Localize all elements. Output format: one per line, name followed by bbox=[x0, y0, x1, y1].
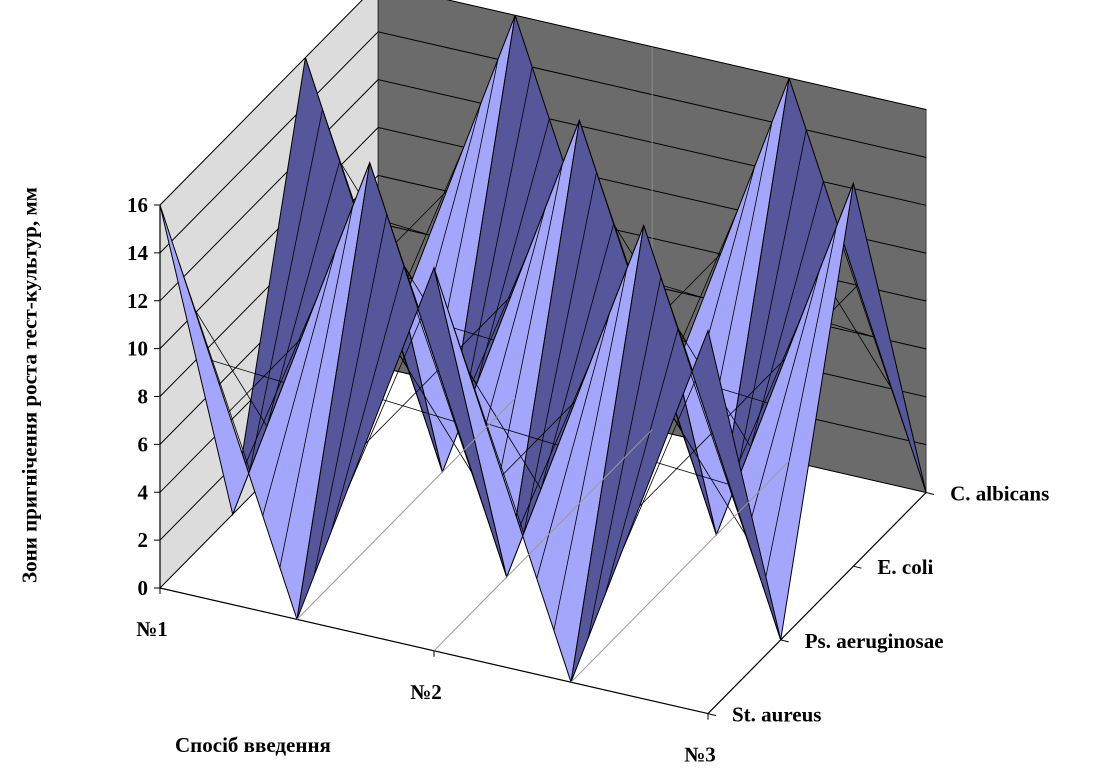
x-axis-title: Спосіб введення bbox=[175, 733, 331, 757]
contour-line bbox=[211, 360, 285, 383]
contour-line bbox=[622, 380, 696, 551]
tick-labels: 0 2 4 6 8 10 12 14 16 №1 №2 №3 St. aureus Ps. aerugin… bbox=[127, 193, 1049, 767]
z-tick-label: 0 bbox=[138, 576, 149, 600]
contour-line bbox=[728, 314, 803, 485]
gridline bbox=[159, 31, 927, 254]
contour-line bbox=[476, 118, 550, 385]
contour-line bbox=[245, 294, 319, 465]
contour-line bbox=[193, 308, 268, 427]
floor-gridline bbox=[296, 397, 516, 620]
series-label: E. coli bbox=[877, 555, 933, 579]
depth-tick bbox=[853, 565, 862, 569]
series-label: St. aureus bbox=[732, 703, 821, 727]
surface-plot bbox=[159, 15, 927, 683]
z-tick-label: 4 bbox=[138, 480, 149, 504]
z-tick-label: 14 bbox=[127, 241, 149, 265]
contour-line bbox=[249, 109, 323, 471]
contour-line bbox=[266, 161, 341, 427]
y-axis-title: Зони пригнічення роста тест-культур, мм bbox=[17, 187, 42, 583]
contour-line bbox=[604, 328, 679, 595]
depth-tick bbox=[707, 713, 717, 717]
z-tick-label: 6 bbox=[138, 432, 149, 456]
contour-line bbox=[656, 462, 730, 485]
z-tick-label: 2 bbox=[138, 528, 149, 552]
contour-line bbox=[262, 250, 336, 516]
contour-line bbox=[502, 401, 576, 476]
floor-gridline bbox=[570, 460, 790, 683]
x-tick-label: №2 bbox=[410, 680, 442, 704]
z-tick-label: 8 bbox=[138, 385, 149, 409]
contour-line bbox=[485, 422, 559, 446]
contour-line bbox=[523, 172, 597, 534]
series-label: Ps. aeruginosae bbox=[805, 629, 944, 653]
contour-line bbox=[763, 227, 837, 589]
contour-line bbox=[228, 338, 302, 413]
z-tick-label: 16 bbox=[127, 193, 148, 217]
contour-line bbox=[382, 399, 456, 423]
contour-line bbox=[489, 164, 563, 526]
contour-line bbox=[348, 317, 422, 488]
contour-line bbox=[540, 223, 615, 490]
contour-line bbox=[330, 266, 405, 532]
contour-line bbox=[519, 357, 593, 527]
x-tick-label: №1 bbox=[136, 617, 168, 641]
depth-tick bbox=[925, 492, 935, 495]
contour-line bbox=[467, 371, 542, 490]
contour-line bbox=[279, 206, 353, 568]
x-tick-label: №3 bbox=[684, 743, 716, 767]
contour-line bbox=[459, 67, 533, 429]
contour-line bbox=[835, 227, 910, 441]
contour-line bbox=[365, 369, 439, 444]
gridline bbox=[159, 79, 927, 302]
floor-gridline bbox=[433, 429, 653, 652]
depth-axis-line bbox=[707, 492, 927, 715]
gridline bbox=[159, 0, 927, 206]
depth-tick bbox=[780, 639, 789, 643]
contour-line bbox=[639, 432, 713, 507]
z-tick-label: 10 bbox=[127, 337, 148, 361]
z-tick-label: 12 bbox=[127, 289, 148, 313]
contour-line bbox=[733, 129, 807, 491]
series-label: C. albicans bbox=[950, 482, 1049, 506]
contour-line bbox=[176, 256, 251, 471]
contour-line bbox=[416, 311, 490, 526]
contour-line bbox=[690, 374, 764, 589]
contour-line bbox=[553, 269, 627, 631]
contour-line bbox=[750, 181, 824, 448]
contour-line bbox=[313, 214, 388, 576]
y-axis-title-wrap: Зони пригнічення роста тест-культур, мм bbox=[8, 20, 52, 750]
